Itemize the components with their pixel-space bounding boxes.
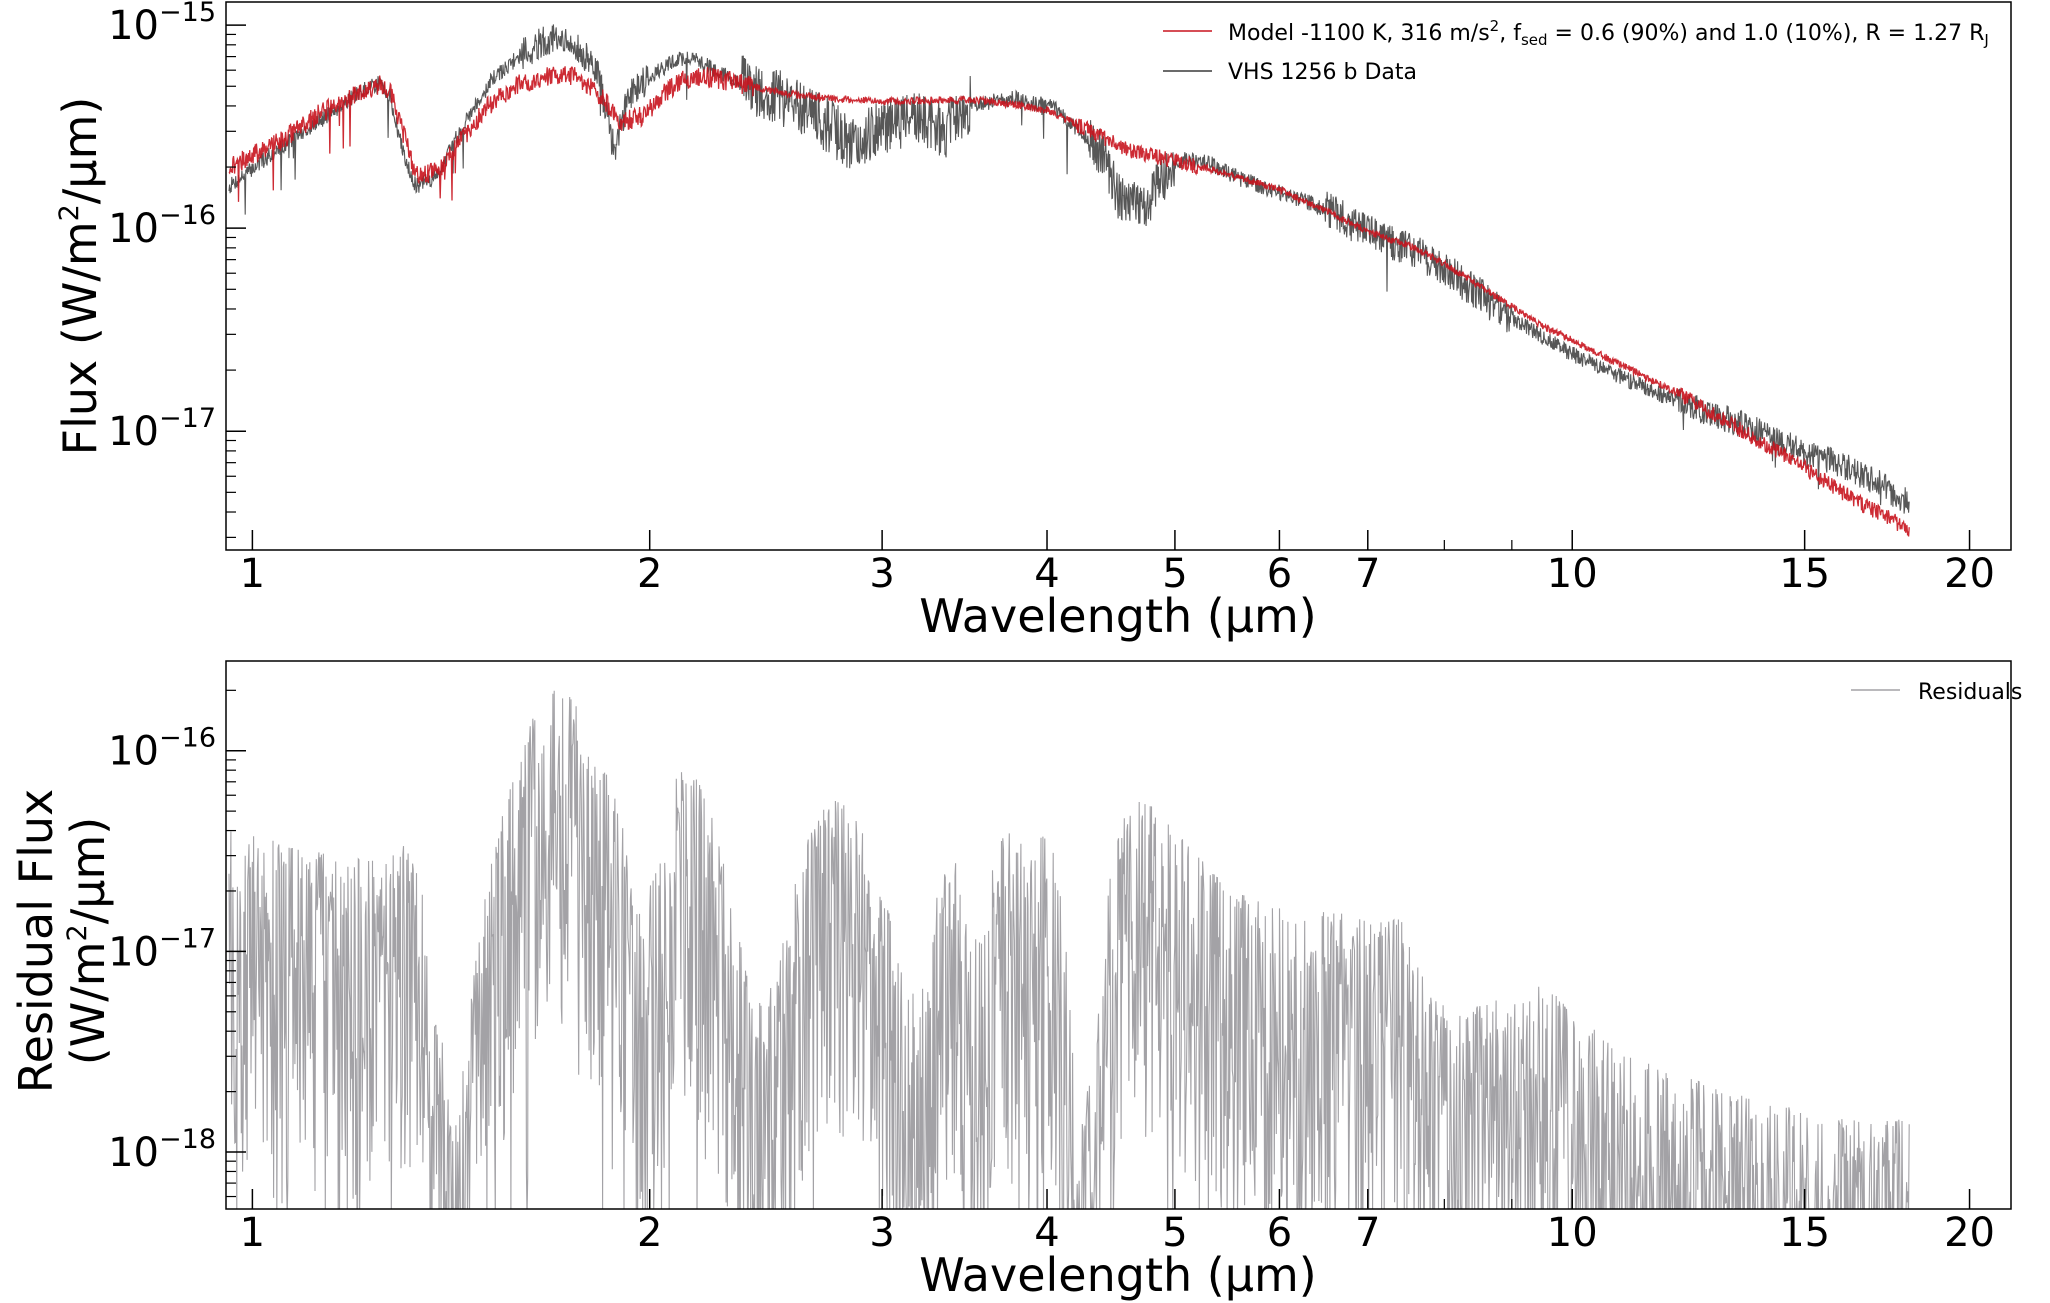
x-tick-label: 5 [1162, 551, 1187, 597]
y-tick-label: 10−18 [108, 1124, 216, 1176]
legend-data-label: VHS 1256 b Data [1228, 60, 1417, 85]
x-tick-label: 2 [637, 1210, 662, 1256]
data-line [228, 24, 1910, 514]
data-series [228, 24, 1910, 514]
x-tick-label: 4 [1034, 551, 1059, 597]
x-tick-label: 3 [869, 551, 894, 597]
residuals-line [228, 690, 1910, 1209]
bottom-x-axis-label: Wavelength (μm) [919, 1248, 1316, 1302]
residuals-series [228, 690, 1910, 1209]
x-tick-label: 15 [1779, 551, 1830, 597]
top-legend: Model -1100 K, 316 m/s2, fsed = 0.6 (90%… [1163, 17, 1989, 85]
top-y-ticks: 10−15 10−16 10−17 [108, 0, 246, 538]
x-tick-label: 7 [1355, 1210, 1380, 1256]
bottom-plot-lines [228, 690, 1910, 1209]
x-tick-label: 4 [1034, 1210, 1059, 1256]
x-tick-label: 6 [1267, 1210, 1292, 1256]
bottom-y-axis-label-line1: Residual Flux [9, 789, 63, 1094]
y-tick-label: 10−16 [108, 723, 216, 775]
x-tick-label: 10 [1547, 1210, 1598, 1256]
legend-model-label: Model -1100 K, 316 m/s2, fsed = 0.6 (90%… [1228, 17, 1989, 49]
model-series [228, 66, 1910, 537]
legend-residuals-label: Residuals [1918, 680, 2022, 705]
bottom-axes-frame [225, 660, 2012, 1210]
top-x-axis-label: Wavelength (μm) [919, 589, 1316, 643]
top-plot-lines [228, 24, 1910, 537]
x-tick-label: 2 [637, 551, 662, 597]
top-axes-frame [225, 1, 2012, 551]
x-tick-label: 6 [1267, 551, 1292, 597]
y-tick-label: 10−16 [108, 200, 216, 252]
x-tick-label: 20 [1944, 551, 1995, 597]
x-tick-label: 7 [1355, 551, 1380, 597]
x-tick-label: 10 [1547, 551, 1598, 597]
x-tick-label: 1 [240, 1210, 265, 1256]
bottom-x-ticks: 1 2 3 4 5 6 7 10 15 20 [240, 1189, 1995, 1256]
top-x-ticks: 1 2 3 4 5 6 7 10 15 20 [240, 530, 1995, 597]
x-tick-label: 20 [1944, 1210, 1995, 1256]
y-tick-label: 10−17 [108, 403, 216, 455]
model-line [228, 66, 1910, 537]
x-tick-label: 15 [1779, 1210, 1830, 1256]
y-tick-label: 10−17 [108, 923, 216, 975]
bottom-y-axis-label-line2: (W/m2/μm) [61, 817, 115, 1065]
bottom-y-ticks: 10−16 10−17 10−18 [108, 689, 246, 1198]
top-panel: 1 2 3 4 5 6 7 10 15 20 10−15 10−16 10−17 Model -110… [53, 0, 2012, 643]
x-tick-label: 3 [869, 1210, 894, 1256]
top-y-axis-label: Flux (W/m2/μm) [53, 97, 107, 456]
x-tick-label: 1 [240, 551, 265, 597]
x-tick-label: 5 [1162, 1210, 1187, 1256]
bottom-legend: Residuals [1851, 680, 2022, 705]
y-tick-label: 10−15 [108, 0, 216, 49]
